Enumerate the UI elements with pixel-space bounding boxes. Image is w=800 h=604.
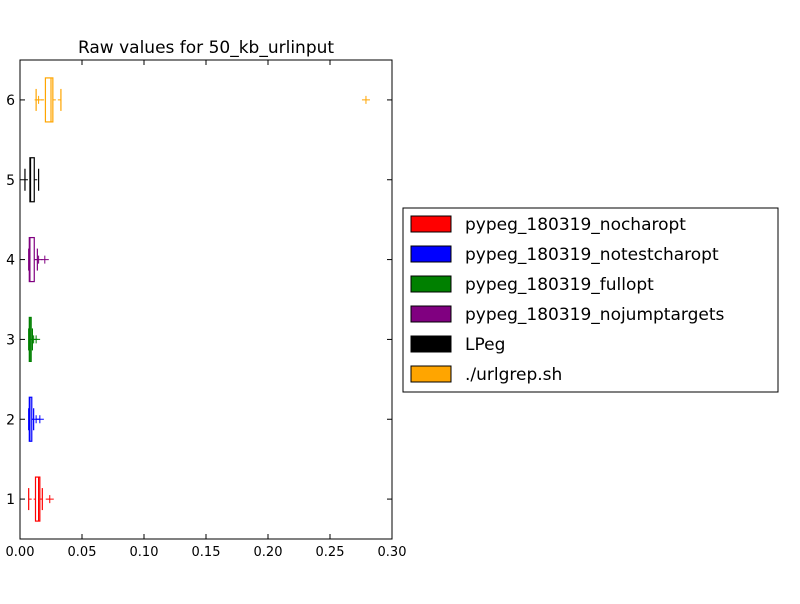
legend-item: ./urlgrep.sh (410, 365, 562, 385)
y-tick-label: 4 (6, 253, 15, 269)
y-axis: 1 2 3 4 5 6 (6, 93, 392, 508)
y-tick-label: 3 (6, 332, 15, 348)
box-iqr (28, 396, 33, 442)
legend-label: pypeg_180319_nojumptargets (465, 305, 725, 325)
outlier-point (40, 255, 49, 264)
y-tick-label: 2 (6, 412, 15, 428)
legend-swatch (410, 215, 452, 233)
x-tick-label: 0.20 (254, 545, 283, 560)
legend-label: ./urlgrep.sh (465, 365, 562, 385)
box-2 (28, 396, 44, 442)
x-axis: 0.00 0.05 0.10 0.15 0.20 0.25 0.30 (6, 60, 407, 560)
legend-swatch (410, 245, 452, 263)
box-iqr (34, 476, 41, 522)
box-iqr (28, 236, 35, 283)
box-5 (24, 157, 40, 203)
box-3 (28, 316, 41, 363)
box-6 (34, 77, 370, 123)
legend: pypeg_180319_nocharopt pypeg_180319_notes… (402, 207, 779, 393)
outlier-point (45, 495, 54, 504)
plot-area (24, 77, 370, 522)
legend-item: pypeg_180319_notestcharopt (410, 245, 719, 265)
y-tick-label: 6 (6, 93, 15, 109)
x-tick-label: 0.00 (6, 545, 35, 560)
x-tick-label: 0.30 (378, 545, 407, 560)
x-tick-label: 0.15 (192, 545, 221, 560)
legend-item: pypeg_180319_nocharopt (410, 215, 686, 235)
outlier-point (35, 415, 44, 424)
legend-swatch (410, 305, 452, 323)
chart-title: Raw values for 50_kb_urlinput (78, 38, 334, 58)
legend-item: LPeg (410, 335, 505, 355)
legend-item: pypeg_180319_nojumptargets (410, 305, 725, 325)
x-tick-label: 0.25 (316, 545, 345, 560)
box-iqr (44, 77, 54, 123)
outlier-point (361, 95, 370, 104)
axes-frame (19, 59, 393, 540)
box-4 (28, 236, 49, 283)
legend-label: LPeg (465, 335, 505, 355)
legend-frame (402, 207, 779, 393)
legend-item: pypeg_180319_fullopt (410, 275, 654, 295)
x-tick-label: 0.10 (130, 545, 159, 560)
x-tick-label: 0.05 (68, 545, 97, 560)
outlier-point (32, 335, 41, 344)
legend-swatch (410, 335, 452, 353)
outlier-point (34, 95, 43, 104)
y-tick-label: 1 (6, 492, 15, 508)
legend-swatch (410, 365, 452, 383)
y-tick-label: 5 (6, 173, 15, 189)
box-1 (28, 476, 54, 522)
box-iqr (29, 157, 35, 203)
legend-label: pypeg_180319_notestcharopt (465, 245, 719, 265)
legend-swatch (410, 275, 452, 293)
legend-label: pypeg_180319_fullopt (465, 275, 654, 295)
legend-label: pypeg_180319_nocharopt (465, 215, 686, 235)
